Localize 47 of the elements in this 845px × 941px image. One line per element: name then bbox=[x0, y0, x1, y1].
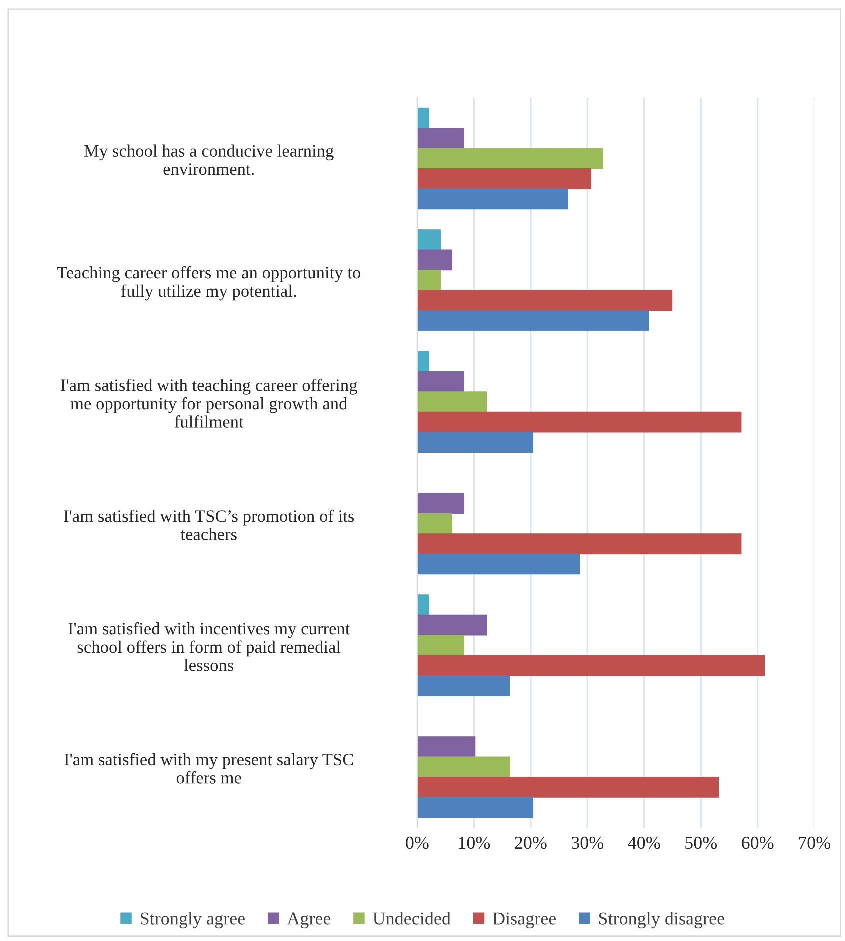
x-tick-label: 20% bbox=[515, 836, 547, 850]
y-tick-label: I'am satisfied with my present salary TSC offers me bbox=[64, 753, 354, 784]
bar bbox=[417, 513, 452, 534]
bar bbox=[417, 776, 720, 798]
y-tick-label: My school has a conducive learning environment. bbox=[84, 144, 334, 176]
legend-label: Disagree bbox=[493, 912, 556, 929]
bar bbox=[417, 371, 464, 392]
bar bbox=[417, 736, 476, 758]
bar bbox=[417, 756, 510, 778]
legend-label: Agree bbox=[287, 912, 331, 929]
bar bbox=[417, 392, 487, 413]
x-tick-label: 70% bbox=[799, 836, 831, 850]
x-tick-label: 60% bbox=[742, 836, 774, 850]
bar bbox=[417, 270, 442, 291]
bar bbox=[417, 614, 487, 636]
bar bbox=[417, 188, 568, 210]
bar bbox=[417, 635, 464, 656]
x-tick-label: 10% bbox=[459, 836, 490, 850]
bar bbox=[417, 534, 742, 554]
bar bbox=[417, 797, 534, 818]
bar bbox=[417, 310, 650, 332]
bar bbox=[417, 655, 766, 676]
bar bbox=[417, 412, 742, 433]
y-tick-label: Teaching career offers me an opportunity to fully utilize my potential. bbox=[57, 266, 360, 301]
bar bbox=[417, 128, 464, 149]
bar bbox=[417, 230, 442, 250]
y-tick-label: I'am satisfied with TSC’s promotion of its teachers bbox=[64, 510, 354, 540]
bar bbox=[417, 432, 534, 453]
bar bbox=[417, 148, 604, 170]
bar bbox=[417, 108, 430, 129]
y-tick-label: I'am satisfied with incentives my current school offers in form of paid remedial lessons bbox=[68, 622, 350, 672]
bar bbox=[417, 493, 464, 514]
legend-label: Undecided bbox=[373, 912, 451, 925]
x-tick-label: 50% bbox=[686, 836, 718, 850]
bar bbox=[417, 168, 592, 190]
bar bbox=[417, 290, 673, 312]
bar bbox=[417, 554, 580, 575]
bar bbox=[417, 594, 430, 616]
bar bbox=[417, 675, 510, 696]
x-tick-label: 0% bbox=[406, 836, 429, 850]
x-tick-label: 30% bbox=[572, 836, 604, 850]
legend-label: Strongly disagree bbox=[599, 912, 724, 929]
bar bbox=[417, 351, 430, 372]
bar bbox=[417, 250, 452, 271]
x-tick-label: 40% bbox=[628, 836, 660, 850]
legend-label: Strongly agree bbox=[141, 912, 245, 929]
y-tick-label: I'am satisfied with teaching career offering me opportunity for personal growth and fulfilment bbox=[61, 378, 358, 428]
